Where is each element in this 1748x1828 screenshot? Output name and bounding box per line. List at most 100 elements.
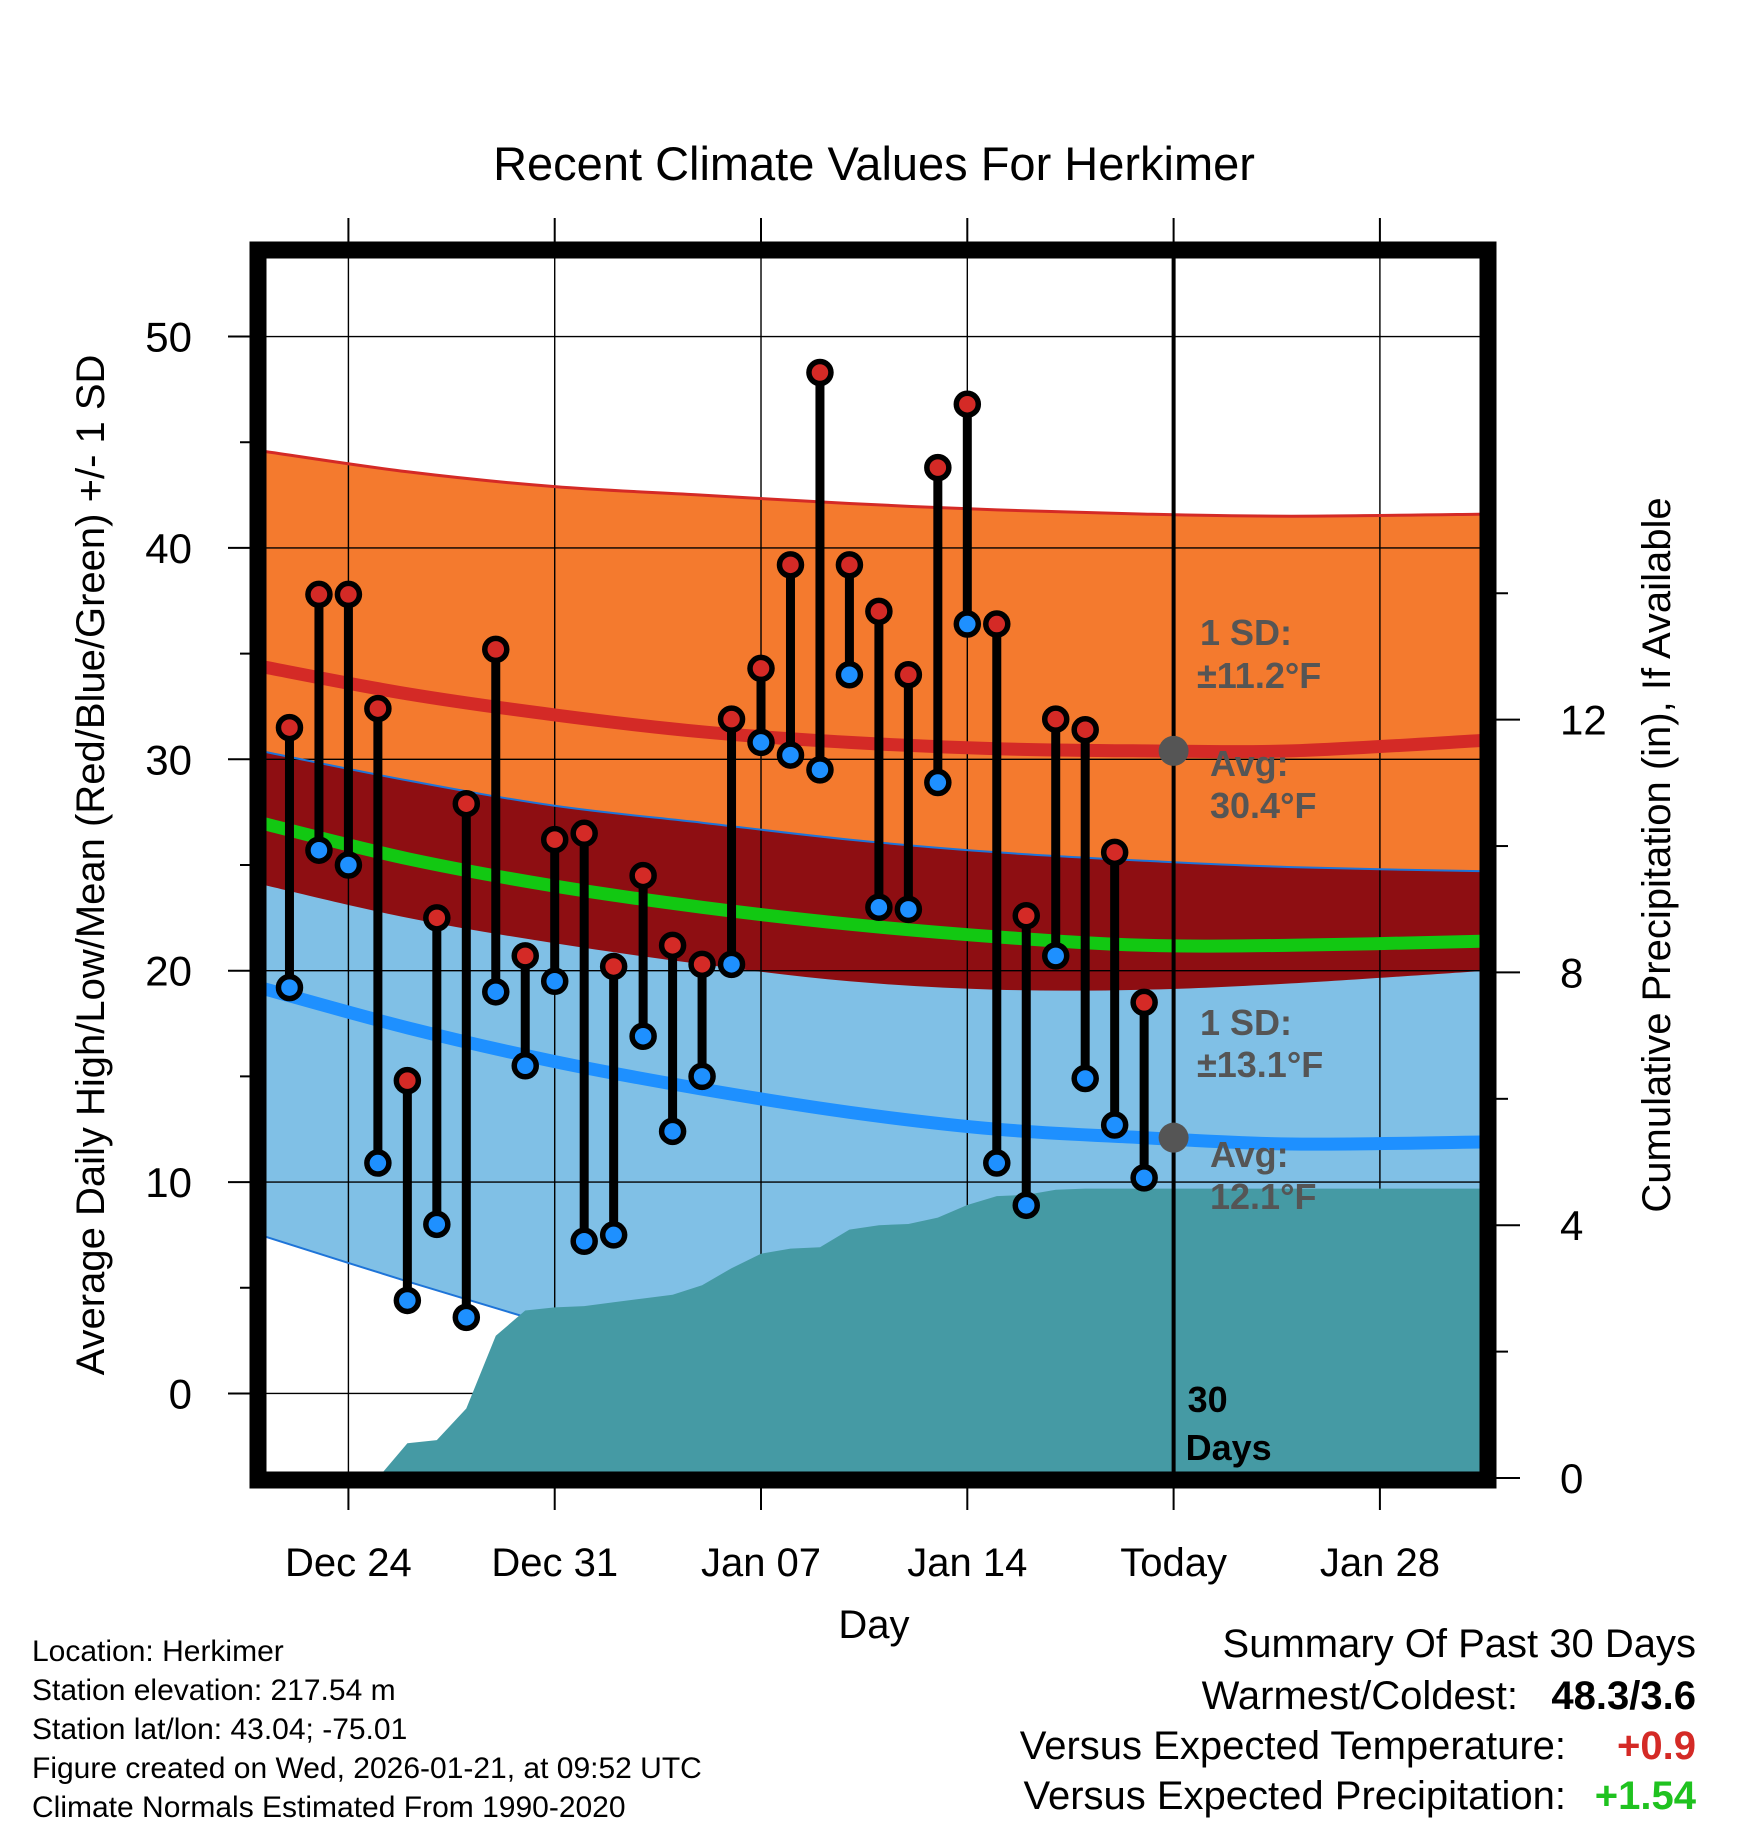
y2-tick-label: 12 bbox=[1560, 697, 1607, 744]
daily-high-point bbox=[1130, 988, 1158, 1017]
daily-low-point bbox=[599, 1221, 628, 1249]
daily-high-point bbox=[983, 610, 1011, 638]
daily-low-point bbox=[629, 1022, 657, 1050]
low-average-line bbox=[260, 981, 1486, 1151]
daily-high-point bbox=[1012, 901, 1040, 930]
x-tick-label: Jan 28 bbox=[1320, 1541, 1440, 1585]
y2-tick-label: 0 bbox=[1560, 1455, 1583, 1502]
daily-low-point bbox=[423, 1210, 451, 1239]
summary-title: Summary Of Past 30 Days bbox=[1222, 1622, 1696, 1666]
daily-low-point bbox=[482, 978, 510, 1006]
high-avg-label: Avg: bbox=[1210, 743, 1289, 784]
daily-high-point bbox=[835, 551, 864, 579]
daily-low-point bbox=[983, 1149, 1011, 1177]
daily-high-point bbox=[423, 904, 451, 932]
daily-high-point bbox=[688, 950, 716, 979]
daily-low-point bbox=[1100, 1111, 1129, 1139]
daily-high-point bbox=[806, 358, 834, 387]
daily-low-point bbox=[334, 851, 363, 879]
y-tick-label: 30 bbox=[145, 736, 192, 783]
info-latlon: Station lat/lon: 43.04; -75.01 bbox=[32, 1713, 408, 1746]
y-tick-label: 40 bbox=[145, 525, 192, 572]
daily-low-point bbox=[570, 1227, 598, 1256]
summary-precip-label: Versus Expected Precipitation: bbox=[1023, 1774, 1566, 1818]
high-plus-sd-edge bbox=[260, 449, 1486, 518]
daily-low-point bbox=[776, 741, 805, 769]
summary-temp-row: Versus Expected Temperature: +0.9 bbox=[796, 1724, 1696, 1772]
info-location: Location: Herkimer bbox=[32, 1635, 284, 1668]
low-plus-sd-edge bbox=[260, 749, 1486, 873]
daily-high-point bbox=[776, 551, 805, 579]
x-axis-label: Day bbox=[838, 1603, 909, 1647]
y-tick-label: 10 bbox=[145, 1159, 192, 1206]
daily-low-point bbox=[1130, 1164, 1158, 1192]
daily-high-point bbox=[511, 942, 539, 970]
daily-low-point bbox=[717, 950, 746, 979]
daily-low-point bbox=[865, 893, 893, 922]
daily-high-point bbox=[570, 819, 598, 848]
info-normals: Climate Normals Estimated From 1990-2020 bbox=[32, 1791, 626, 1824]
daily-low-point bbox=[924, 768, 952, 797]
daily-high-point bbox=[334, 580, 363, 609]
daily-high-point bbox=[1100, 838, 1129, 867]
daily-low-point bbox=[747, 728, 775, 757]
y-tick-label: 0 bbox=[169, 1370, 192, 1417]
y2-axis-label: Cumulative Precipitation (in), If Availa… bbox=[1635, 497, 1679, 1212]
y2-tick-label: 4 bbox=[1560, 1202, 1583, 1249]
daily-low-point bbox=[1041, 942, 1070, 970]
summary-temp-value: +0.9 bbox=[1617, 1724, 1696, 1768]
daily-high-point bbox=[275, 713, 304, 742]
today-days-number: 30 bbox=[1188, 1379, 1228, 1420]
daily-high-point bbox=[747, 654, 775, 683]
high-average-line bbox=[260, 659, 1486, 759]
daily-low-point bbox=[511, 1052, 539, 1080]
daily-low-point bbox=[393, 1286, 422, 1315]
daily-low-point bbox=[540, 967, 569, 996]
low-avg-label: Avg: bbox=[1210, 1134, 1289, 1175]
info-elevation: Station elevation: 217.54 m bbox=[32, 1674, 396, 1707]
daily-high-point bbox=[717, 705, 746, 733]
daily-low-point bbox=[894, 895, 923, 924]
daily-low-point bbox=[305, 836, 333, 864]
daily-low-point bbox=[1012, 1191, 1040, 1220]
chart-title: Recent Climate Values For Herkimer bbox=[493, 137, 1255, 190]
daily-high-point bbox=[599, 952, 628, 981]
daily-low-point bbox=[953, 610, 982, 638]
mean-overlap-band bbox=[260, 750, 1486, 991]
daily-low-point bbox=[835, 661, 864, 689]
high-avg-value: 30.4°F bbox=[1210, 785, 1316, 826]
daily-high-point bbox=[953, 390, 982, 418]
daily-high-point bbox=[452, 789, 481, 818]
daily-high-point bbox=[305, 580, 333, 609]
plot-frame bbox=[249, 241, 1497, 1489]
daily-high-point bbox=[924, 453, 952, 482]
summary-warmest-label: Warmest/Coldest: bbox=[1201, 1674, 1518, 1718]
high-avg-today-marker bbox=[1158, 735, 1189, 766]
low-avg-value: 12.1°F bbox=[1210, 1176, 1316, 1217]
daily-low-point bbox=[1071, 1064, 1099, 1093]
info-created: Figure created on Wed, 2026-01-21, at 09… bbox=[32, 1752, 702, 1785]
daily-high-point bbox=[658, 931, 687, 960]
y-tick-label: 20 bbox=[145, 948, 192, 995]
x-tick-label: Jan 14 bbox=[907, 1541, 1027, 1585]
daily-low-point bbox=[275, 973, 304, 1002]
x-tick-label: Dec 31 bbox=[491, 1541, 618, 1585]
summary-temp-label: Versus Expected Temperature: bbox=[1019, 1724, 1566, 1768]
daily-high-point bbox=[364, 694, 392, 723]
y-tick-label: 50 bbox=[145, 314, 192, 361]
daily-high-point bbox=[1071, 715, 1099, 744]
low-avg-today-marker bbox=[1158, 1122, 1189, 1153]
daily-low-point bbox=[688, 1062, 716, 1091]
x-tick-label: Jan 07 bbox=[701, 1541, 821, 1585]
summary-precip-row: Versus Expected Precipitation: +1.54 bbox=[796, 1774, 1696, 1822]
low-sd-label: 1 SD: bbox=[1200, 1002, 1292, 1043]
daily-low-point bbox=[658, 1117, 687, 1146]
high-sd-label: 1 SD: bbox=[1200, 612, 1292, 653]
daily-low-point bbox=[806, 756, 834, 784]
daily-high-point bbox=[629, 861, 657, 890]
y-axis-label: Average Daily High/Low/Mean (Red/Blue/Gr… bbox=[69, 355, 113, 1376]
daily-low-point bbox=[452, 1303, 481, 1332]
daily-high-point bbox=[1041, 705, 1070, 733]
summary-precip-value: +1.54 bbox=[1594, 1774, 1696, 1818]
